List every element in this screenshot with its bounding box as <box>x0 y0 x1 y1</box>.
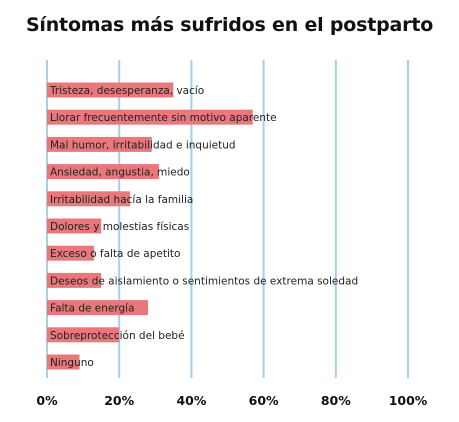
category-labels: Tristeza, desesperanza, vacío Llorar frec… <box>49 85 358 369</box>
bar-label: Sobreprotección del bebé <box>50 330 185 342</box>
bar <box>47 136 152 152</box>
bar <box>47 82 174 98</box>
bar-label: Llorar frecuentemente sin motivo aparent… <box>50 112 277 124</box>
bar-label: Mal humor, irritabilidad e inquietud <box>50 139 236 151</box>
bar-label: Exceso o falta de apetito <box>50 248 180 260</box>
x-tick-label: 0% <box>36 393 58 408</box>
bar-label: Irritabilidad hacía la familia <box>50 194 193 206</box>
x-tick-label: 40% <box>176 393 206 408</box>
bar <box>47 109 253 125</box>
x-tick-label: 20% <box>104 393 134 408</box>
bar-label: Ninguno <box>50 357 94 369</box>
x-axis-ticks: 0% 20% 40% 60% 80% 100% <box>36 393 427 408</box>
x-tick-label: 60% <box>249 393 279 408</box>
bar <box>47 327 120 343</box>
bar <box>47 272 102 288</box>
chart-title: Síntomas más sufridos en el postparto <box>25 14 434 36</box>
bar <box>47 164 159 180</box>
bar-label: Falta de energía <box>50 303 135 315</box>
bars <box>47 82 253 370</box>
x-tick-label: 80% <box>321 393 351 408</box>
bar-label: Deseos de aislamiento o sentimientos de … <box>50 275 358 287</box>
bar <box>47 354 80 370</box>
bar-label: Ansiedad, angustia, miedo <box>50 167 190 179</box>
bar-label: Tristeza, desesperanza, vacío <box>49 85 204 97</box>
bar-label: Dolores y molestias físicas <box>50 221 189 233</box>
bar <box>47 300 149 316</box>
bar <box>47 191 131 207</box>
x-tick-label: 100% <box>389 393 428 408</box>
bar <box>47 245 94 261</box>
bar <box>47 218 102 234</box>
